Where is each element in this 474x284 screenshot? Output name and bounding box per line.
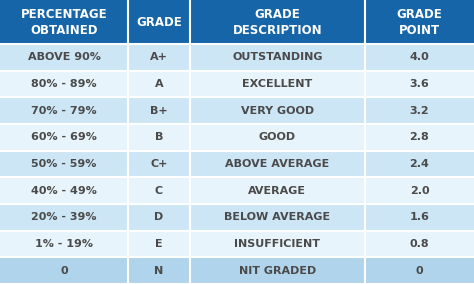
- FancyBboxPatch shape: [128, 44, 190, 71]
- FancyBboxPatch shape: [128, 151, 190, 177]
- FancyBboxPatch shape: [0, 44, 128, 71]
- FancyBboxPatch shape: [190, 204, 365, 231]
- Text: 1% - 19%: 1% - 19%: [35, 239, 93, 249]
- FancyBboxPatch shape: [128, 97, 190, 124]
- FancyBboxPatch shape: [0, 257, 128, 284]
- FancyBboxPatch shape: [0, 97, 128, 124]
- Text: 60% - 69%: 60% - 69%: [31, 132, 97, 142]
- Text: D: D: [154, 212, 164, 222]
- Text: 20% - 39%: 20% - 39%: [31, 212, 97, 222]
- FancyBboxPatch shape: [190, 44, 365, 71]
- Text: A: A: [155, 79, 163, 89]
- Text: GRADE
POINT: GRADE POINT: [397, 7, 442, 37]
- FancyBboxPatch shape: [190, 0, 365, 44]
- FancyBboxPatch shape: [128, 0, 190, 44]
- FancyBboxPatch shape: [0, 151, 128, 177]
- Text: 2.8: 2.8: [410, 132, 429, 142]
- Text: 50% - 59%: 50% - 59%: [31, 159, 97, 169]
- Text: BELOW AVERAGE: BELOW AVERAGE: [224, 212, 330, 222]
- FancyBboxPatch shape: [365, 257, 474, 284]
- Text: 1.6: 1.6: [410, 212, 429, 222]
- FancyBboxPatch shape: [0, 71, 128, 97]
- Text: 0: 0: [416, 266, 423, 276]
- Text: A+: A+: [150, 52, 168, 62]
- Text: NIT GRADED: NIT GRADED: [239, 266, 316, 276]
- Text: GRADE
DESCRIPTION: GRADE DESCRIPTION: [232, 7, 322, 37]
- FancyBboxPatch shape: [365, 71, 474, 97]
- Text: VERY GOOD: VERY GOOD: [241, 106, 314, 116]
- Text: N: N: [154, 266, 164, 276]
- FancyBboxPatch shape: [190, 124, 365, 151]
- FancyBboxPatch shape: [128, 231, 190, 257]
- Text: C: C: [155, 186, 163, 196]
- Text: 0: 0: [60, 266, 68, 276]
- FancyBboxPatch shape: [365, 44, 474, 71]
- FancyBboxPatch shape: [128, 177, 190, 204]
- FancyBboxPatch shape: [190, 257, 365, 284]
- FancyBboxPatch shape: [190, 71, 365, 97]
- FancyBboxPatch shape: [190, 177, 365, 204]
- FancyBboxPatch shape: [365, 0, 474, 44]
- FancyBboxPatch shape: [128, 71, 190, 97]
- FancyBboxPatch shape: [0, 124, 128, 151]
- Text: ABOVE 90%: ABOVE 90%: [27, 52, 100, 62]
- Text: 40% - 49%: 40% - 49%: [31, 186, 97, 196]
- FancyBboxPatch shape: [190, 151, 365, 177]
- Text: 70% - 79%: 70% - 79%: [31, 106, 97, 116]
- FancyBboxPatch shape: [128, 204, 190, 231]
- Text: 3.6: 3.6: [410, 79, 429, 89]
- FancyBboxPatch shape: [365, 177, 474, 204]
- FancyBboxPatch shape: [0, 177, 128, 204]
- FancyBboxPatch shape: [190, 97, 365, 124]
- Text: E: E: [155, 239, 163, 249]
- Text: OUTSTANDING: OUTSTANDING: [232, 52, 322, 62]
- FancyBboxPatch shape: [365, 97, 474, 124]
- FancyBboxPatch shape: [0, 204, 128, 231]
- Text: 2.0: 2.0: [410, 186, 429, 196]
- FancyBboxPatch shape: [365, 231, 474, 257]
- Text: 2.4: 2.4: [410, 159, 429, 169]
- Text: AVERAGE: AVERAGE: [248, 186, 306, 196]
- FancyBboxPatch shape: [365, 151, 474, 177]
- FancyBboxPatch shape: [128, 257, 190, 284]
- Text: C+: C+: [150, 159, 167, 169]
- Text: EXCELLENT: EXCELLENT: [242, 79, 312, 89]
- FancyBboxPatch shape: [0, 231, 128, 257]
- Text: ABOVE AVERAGE: ABOVE AVERAGE: [225, 159, 329, 169]
- Text: 0.8: 0.8: [410, 239, 429, 249]
- Text: 4.0: 4.0: [410, 52, 429, 62]
- FancyBboxPatch shape: [0, 0, 128, 44]
- Text: B+: B+: [150, 106, 168, 116]
- Text: GOOD: GOOD: [259, 132, 296, 142]
- FancyBboxPatch shape: [365, 124, 474, 151]
- Text: 3.2: 3.2: [410, 106, 429, 116]
- Text: 80% - 89%: 80% - 89%: [31, 79, 97, 89]
- Text: B: B: [155, 132, 163, 142]
- Text: PERCENTAGE
OBTAINED: PERCENTAGE OBTAINED: [21, 7, 107, 37]
- Text: GRADE: GRADE: [136, 16, 182, 28]
- FancyBboxPatch shape: [365, 204, 474, 231]
- Text: INSUFFICIENT: INSUFFICIENT: [234, 239, 320, 249]
- FancyBboxPatch shape: [190, 231, 365, 257]
- FancyBboxPatch shape: [128, 124, 190, 151]
